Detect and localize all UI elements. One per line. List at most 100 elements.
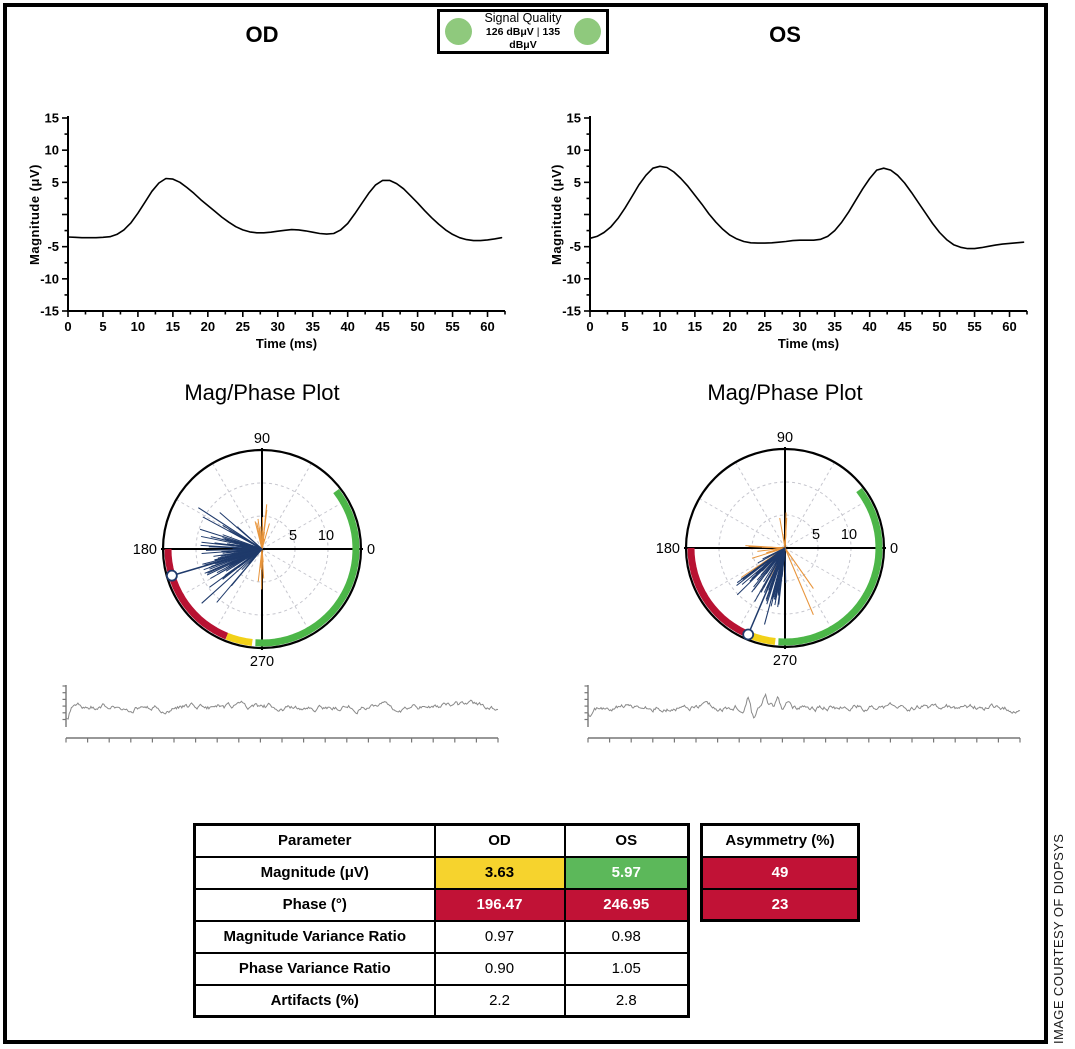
signal-quality-text: Signal Quality 126 dBμV | 135 dBμV xyxy=(472,11,574,53)
header-cell-parameter: Parameter xyxy=(193,823,436,858)
signal-quality-od-value: 126 dBμV xyxy=(485,26,534,39)
phase-marker xyxy=(742,628,755,641)
svg-text:15: 15 xyxy=(688,319,702,334)
svg-text:90: 90 xyxy=(777,430,793,446)
od-value-cell: 2.2 xyxy=(433,983,566,1018)
svg-text:0: 0 xyxy=(367,542,375,558)
svg-text:-10: -10 xyxy=(562,271,581,286)
svg-text:-15: -15 xyxy=(40,304,59,319)
image-credit-text: IMAGE COURTESY OF DIOPSYS xyxy=(1051,833,1066,1044)
svg-text:Time (ms): Time (ms) xyxy=(256,336,317,351)
param-cell: Magnitude Variance Ratio xyxy=(193,919,436,954)
svg-text:55: 55 xyxy=(445,319,459,334)
asymmetry-value-cell: 23 xyxy=(700,887,860,922)
svg-text:30: 30 xyxy=(793,319,807,334)
svg-text:270: 270 xyxy=(773,653,797,669)
svg-text:25: 25 xyxy=(236,319,250,334)
svg-text:180: 180 xyxy=(656,541,680,557)
svg-text:40: 40 xyxy=(340,319,354,334)
svg-text:45: 45 xyxy=(375,319,389,334)
asymmetry-row: 23 xyxy=(700,887,860,922)
phase-marker xyxy=(165,569,178,582)
svg-text:45: 45 xyxy=(897,319,911,334)
svg-text:-5: -5 xyxy=(569,239,581,254)
param-cell: Phase Variance Ratio xyxy=(193,951,436,986)
svg-text:35: 35 xyxy=(827,319,841,334)
svg-text:5: 5 xyxy=(52,175,59,190)
svg-text:60: 60 xyxy=(480,319,494,334)
table-row: Phase (°) 196.47 246.95 xyxy=(193,887,690,922)
os-value-cell: 0.98 xyxy=(563,919,690,954)
svg-text:20: 20 xyxy=(201,319,215,334)
svg-text:0: 0 xyxy=(890,541,898,557)
svg-text:Time (ms): Time (ms) xyxy=(778,336,839,351)
od-mag-phase-polar-plot: 90 270 180 0 5 10 xyxy=(133,431,375,670)
od-column-header: OD xyxy=(245,22,279,47)
svg-text:90: 90 xyxy=(254,431,270,447)
svg-text:35: 35 xyxy=(305,319,319,334)
svg-text:5: 5 xyxy=(574,175,581,190)
svg-text:15: 15 xyxy=(45,111,59,126)
asymmetry-header-cell: Asymmetry (%) xyxy=(700,823,860,858)
asymmetry-table: Asymmetry (%) 49 23 xyxy=(700,823,860,922)
table-header-row: Parameter OD OS xyxy=(193,823,690,858)
svg-text:15: 15 xyxy=(166,319,180,334)
od-value-cell: 0.90 xyxy=(433,951,566,986)
os-value-cell: 5.97 xyxy=(563,855,690,890)
signal-quality-os-value: 135 dBμV xyxy=(509,26,561,52)
asymmetry-row: 49 xyxy=(700,855,860,890)
od-value-cell: 196.47 xyxy=(433,887,566,922)
header-cell-os: OS xyxy=(563,823,690,858)
svg-text:10: 10 xyxy=(45,143,59,158)
svg-text:10: 10 xyxy=(567,143,581,158)
os-mag-phase-polar-plot: 90 270 180 0 5 10 xyxy=(656,430,898,669)
svg-text:5: 5 xyxy=(289,528,297,544)
svg-text:15: 15 xyxy=(567,111,581,126)
os-polar-title: Mag/Phase Plot xyxy=(707,380,863,405)
param-cell: Phase (°) xyxy=(193,887,436,922)
svg-text:5: 5 xyxy=(812,527,820,543)
signal-quality-separator: | xyxy=(536,26,540,39)
param-cell: Magnitude (μV) xyxy=(193,855,436,890)
od-value-cell: 3.63 xyxy=(433,855,566,890)
svg-text:50: 50 xyxy=(410,319,424,334)
svg-text:-10: -10 xyxy=(40,271,59,286)
signal-quality-indicator-od-icon xyxy=(445,18,472,45)
asymmetry-header-row: Asymmetry (%) xyxy=(700,823,860,858)
svg-text:5: 5 xyxy=(621,319,628,334)
svg-text:-5: -5 xyxy=(47,239,59,254)
signal-quality-title: Signal Quality xyxy=(484,10,562,25)
table-row: Artifacts (%) 2.2 2.8 xyxy=(193,983,690,1018)
signal-quality-panel: Signal Quality 126 dBμV | 135 dBμV xyxy=(437,9,609,54)
os-waveform-chart: 0 5 10 15 20 25 30 35 40 45 50 55 60 -15 -10 -5 5 10 15 Tim… xyxy=(549,111,1028,351)
results-table: Parameter OD OS Magnitude (μV) 3.63 5.97 Phase… xyxy=(193,823,690,1018)
table-row: Magnitude Variance Ratio 0.97 0.98 xyxy=(193,919,690,954)
svg-text:Magnitude (μV): Magnitude (μV) xyxy=(549,164,564,265)
svg-text:10: 10 xyxy=(841,527,857,543)
table-row: Magnitude (μV) 3.63 5.97 xyxy=(193,855,690,890)
svg-text:5: 5 xyxy=(99,319,106,334)
svg-text:40: 40 xyxy=(862,319,876,334)
param-cell: Artifacts (%) xyxy=(193,983,436,1018)
svg-text:50: 50 xyxy=(932,319,946,334)
os-column-header: OS xyxy=(769,22,801,47)
svg-text:55: 55 xyxy=(967,319,981,334)
od-polar-title: Mag/Phase Plot xyxy=(184,380,340,405)
svg-text:0: 0 xyxy=(586,319,593,334)
svg-text:25: 25 xyxy=(758,319,772,334)
report-frame xyxy=(3,3,1048,1044)
svg-text:20: 20 xyxy=(723,319,737,334)
svg-text:-15: -15 xyxy=(562,304,581,319)
svg-text:180: 180 xyxy=(133,542,157,558)
signal-quality-indicator-os-icon xyxy=(574,18,601,45)
svg-text:0: 0 xyxy=(64,319,71,334)
signal-quality-values: 126 dBμV | 135 dBμV xyxy=(472,26,574,52)
os-value-cell: 2.8 xyxy=(563,983,690,1018)
svg-text:60: 60 xyxy=(1002,319,1016,334)
os-value-cell: 1.05 xyxy=(563,951,690,986)
os-noise-strip xyxy=(584,685,1021,743)
os-value-cell: 246.95 xyxy=(563,887,690,922)
svg-text:10: 10 xyxy=(653,319,667,334)
asymmetry-value-cell: 49 xyxy=(700,855,860,890)
